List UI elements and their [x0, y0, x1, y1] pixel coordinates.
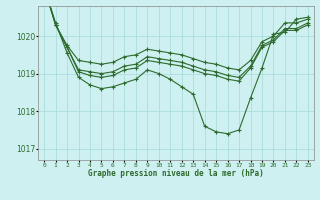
X-axis label: Graphe pression niveau de la mer (hPa): Graphe pression niveau de la mer (hPa): [88, 169, 264, 178]
